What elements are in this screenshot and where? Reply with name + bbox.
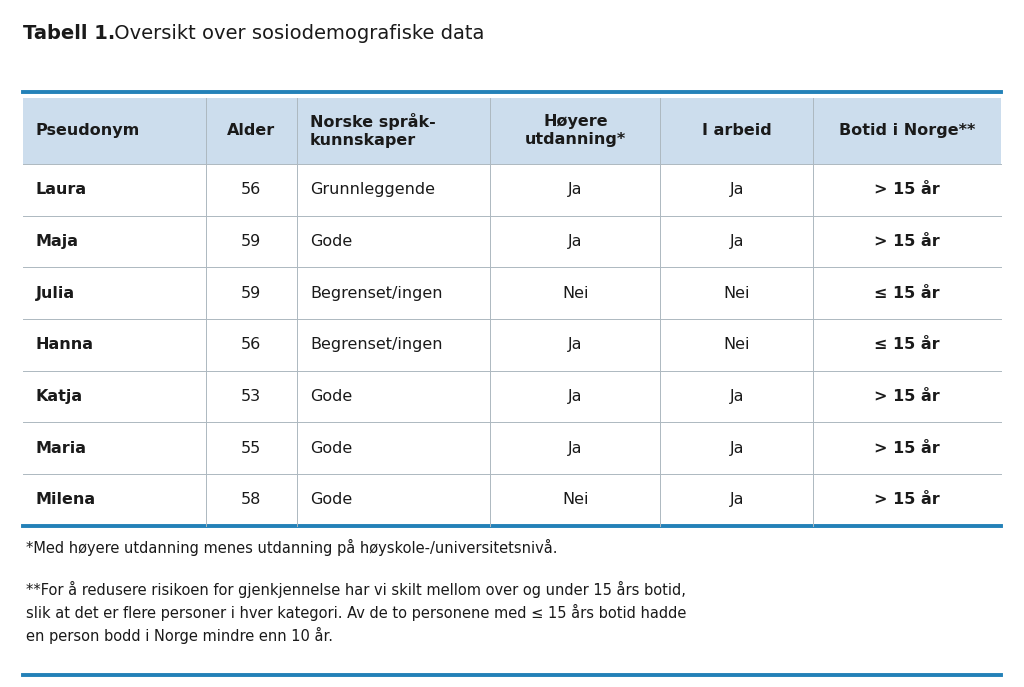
- Text: ≤ 15 år: ≤ 15 år: [874, 286, 940, 300]
- Text: Ja: Ja: [568, 389, 583, 404]
- Text: > 15 år: > 15 år: [874, 182, 940, 197]
- Text: Milena: Milena: [36, 492, 96, 507]
- Text: Alder: Alder: [227, 123, 275, 138]
- Text: > 15 år: > 15 år: [874, 389, 940, 404]
- Text: Norske språk-
kunnskaper: Norske språk- kunnskaper: [310, 113, 435, 148]
- Text: > 15 år: > 15 år: [874, 234, 940, 249]
- Text: Ja: Ja: [729, 234, 743, 249]
- Text: Nei: Nei: [723, 337, 750, 352]
- Text: Ja: Ja: [729, 182, 743, 197]
- Text: 59: 59: [242, 234, 261, 249]
- Text: 59: 59: [242, 286, 261, 300]
- Text: Hanna: Hanna: [36, 337, 94, 352]
- Text: Begrenset/ingen: Begrenset/ingen: [310, 286, 442, 300]
- Text: Tabell 1.: Tabell 1.: [23, 24, 115, 43]
- Text: Gode: Gode: [310, 389, 352, 404]
- Text: Nei: Nei: [723, 286, 750, 300]
- Text: Grunnleggende: Grunnleggende: [310, 182, 435, 197]
- Text: 58: 58: [241, 492, 261, 507]
- Text: Gode: Gode: [310, 234, 352, 249]
- Text: **For å redusere risikoen for gjenkjennelse har vi skilt mellom over og under 15: **For å redusere risikoen for gjenkjenne…: [26, 581, 686, 644]
- Text: Maria: Maria: [36, 440, 87, 455]
- Text: Ja: Ja: [729, 389, 743, 404]
- Text: Oversikt over sosiodemografiske data: Oversikt over sosiodemografiske data: [108, 24, 484, 43]
- Text: Begrenset/ingen: Begrenset/ingen: [310, 337, 442, 352]
- Text: 55: 55: [242, 440, 261, 455]
- Text: Gode: Gode: [310, 492, 352, 507]
- Text: Ja: Ja: [568, 337, 583, 352]
- Text: > 15 år: > 15 år: [874, 440, 940, 455]
- Text: Botid i Norge**: Botid i Norge**: [839, 123, 976, 138]
- Text: Gode: Gode: [310, 440, 352, 455]
- Text: I arbeid: I arbeid: [701, 123, 771, 138]
- Text: 56: 56: [242, 182, 261, 197]
- Text: Ja: Ja: [729, 492, 743, 507]
- Text: Nei: Nei: [562, 492, 589, 507]
- Text: Julia: Julia: [36, 286, 75, 300]
- Text: Maja: Maja: [36, 234, 79, 249]
- Text: Katja: Katja: [36, 389, 83, 404]
- Text: Pseudonym: Pseudonym: [36, 123, 140, 138]
- Text: Ja: Ja: [568, 440, 583, 455]
- Text: Nei: Nei: [562, 286, 589, 300]
- Text: Ja: Ja: [568, 182, 583, 197]
- Text: > 15 år: > 15 år: [874, 492, 940, 507]
- Text: Ja: Ja: [729, 440, 743, 455]
- Text: 56: 56: [242, 337, 261, 352]
- Text: *Med høyere utdanning menes utdanning på høyskole-/universitetsnivå.: *Med høyere utdanning menes utdanning på…: [26, 539, 557, 556]
- Text: 53: 53: [242, 389, 261, 404]
- Text: Laura: Laura: [36, 182, 87, 197]
- Text: Høyere
utdanning*: Høyere utdanning*: [524, 114, 626, 147]
- Text: Ja: Ja: [568, 234, 583, 249]
- Text: ≤ 15 år: ≤ 15 år: [874, 337, 940, 352]
